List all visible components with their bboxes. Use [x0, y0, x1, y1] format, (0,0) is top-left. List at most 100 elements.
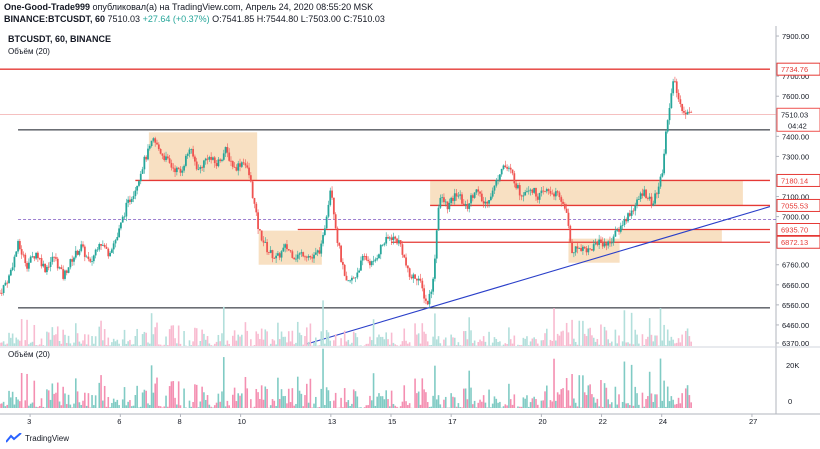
candle-body: [118, 228, 121, 237]
candle-body: [26, 263, 28, 269]
candle-body: [298, 253, 301, 255]
price-tick-label: 6760.00: [782, 261, 809, 270]
volume-pane-bar: [583, 392, 586, 408]
volume-pane-bar: [527, 406, 530, 408]
volume-pane-bar: [213, 405, 216, 408]
candle-body: [96, 249, 99, 251]
volume-bar: [284, 336, 286, 346]
tradingview-logo[interactable]: TradingView: [6, 433, 69, 443]
volume-bar: [260, 328, 263, 346]
volume-pane-bar: [253, 406, 256, 408]
candle-body: [195, 161, 198, 170]
candle-body: [56, 258, 59, 269]
volume-bar: [37, 345, 39, 346]
candle-body: [500, 168, 503, 175]
candle-body: [594, 243, 597, 245]
candle-body: [443, 197, 445, 203]
candle-body: [120, 222, 122, 229]
candle-body: [679, 99, 682, 105]
volume-pane-bar: [307, 402, 310, 408]
volume-bar: [594, 341, 597, 346]
volume-pane-bar: [78, 402, 81, 408]
volume-bar: [318, 345, 321, 346]
volume-pane-bar: [195, 384, 198, 408]
volume-pane-bar: [24, 400, 27, 408]
footer: TradingView: [0, 432, 820, 449]
volume-pane-bar: [295, 403, 297, 408]
volume-pane-bar: [71, 407, 73, 408]
volume-pane-bar: [176, 404, 178, 408]
volume-bar: [130, 344, 133, 346]
candle-body: [542, 190, 545, 192]
volume-pane-bar: [132, 405, 135, 408]
price-zone: [258, 230, 322, 265]
candle-body: [464, 204, 467, 206]
candle-body: [600, 239, 602, 242]
volume-pane-bar: [116, 399, 119, 408]
volume-bar: [416, 334, 418, 346]
candle-body: [98, 243, 101, 250]
candle-body: [354, 277, 357, 279]
volume-bar: [46, 331, 48, 346]
volume-pane-bar: [282, 396, 285, 408]
volume-pane-bar: [522, 397, 525, 408]
volume-bar: [686, 328, 689, 346]
candle-body: [683, 110, 685, 113]
volume-bar: [536, 343, 539, 346]
candle-body: [545, 189, 548, 192]
volume-pane-bar: [558, 394, 561, 408]
candle-body: [412, 274, 415, 279]
volume-pane-bar: [141, 392, 144, 408]
volume-bar: [470, 330, 472, 346]
candle-body: [156, 142, 158, 145]
volume-bar: [333, 340, 335, 346]
price-tick-label: 7600.00: [782, 92, 809, 101]
volume-pane-bar: [490, 407, 492, 408]
volume-pane-bar: [576, 406, 579, 408]
candle-body: [547, 189, 550, 191]
volume-bar: [55, 334, 57, 346]
volume-pane-bar: [601, 406, 604, 408]
candle-body: [331, 190, 333, 198]
candle-body: [674, 81, 676, 83]
volume-bar: [589, 327, 591, 346]
candle-body: [217, 159, 220, 167]
chart-area[interactable]: 7900.007700.007600.007400.007300.007200.…: [0, 26, 820, 432]
candle-body: [417, 278, 420, 281]
candle-body: [515, 183, 518, 189]
volume-bar: [636, 334, 638, 346]
volume-pane-bar: [318, 406, 321, 408]
candle-body: [255, 203, 258, 213]
volume-bar: [565, 322, 568, 346]
volume-pane-bar: [389, 406, 391, 408]
candle-body: [221, 159, 223, 161]
volume-pane-bar: [134, 394, 137, 408]
volume-pane-bar: [401, 401, 404, 408]
candle-body: [641, 193, 644, 196]
volume-pane-bar: [237, 393, 240, 408]
volume-bar: [158, 344, 160, 346]
volume-bar: [502, 344, 505, 346]
volume-pane-bar: [174, 397, 176, 408]
level-label: 6872.13: [781, 238, 808, 247]
volume-pane-bar: [255, 388, 258, 408]
volume-bar: [282, 336, 285, 346]
candle-body: [134, 190, 137, 197]
price-chart[interactable]: 7900.007700.007600.007400.007300.007200.…: [0, 26, 820, 432]
volume-bar: [293, 344, 295, 346]
volume-pane-bar: [484, 402, 487, 408]
author-name[interactable]: One-Good-Trade999: [4, 2, 91, 12]
volume-pane-bar: [419, 404, 422, 408]
candle-body: [491, 190, 494, 197]
volume-bar: [591, 335, 593, 346]
volume-pane-bar: [555, 400, 557, 408]
volume-pane-bar: [284, 395, 286, 408]
volume-pane-bar: [560, 389, 563, 408]
candle-body: [446, 201, 449, 210]
candle-body: [197, 169, 200, 170]
volume-bar: [389, 344, 391, 346]
candle-body: [103, 244, 106, 247]
level-label-box: [776, 198, 820, 212]
volume-legend: Объём (20): [8, 47, 50, 56]
volume-bar: [511, 343, 514, 346]
